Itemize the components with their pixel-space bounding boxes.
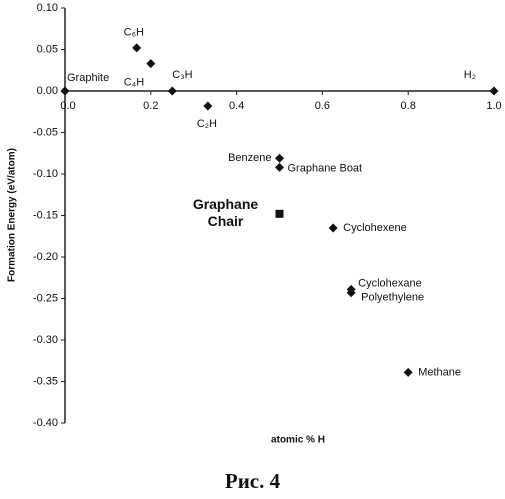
x-tick-label: 0.2 bbox=[143, 100, 158, 112]
x-tick-label: 0.6 bbox=[315, 100, 330, 112]
point-label: C₆H bbox=[124, 27, 144, 39]
point-label: Graphite bbox=[67, 72, 109, 84]
x-tick-label: 0.4 bbox=[229, 100, 244, 112]
point-label: C₂H bbox=[197, 118, 217, 130]
point bbox=[329, 223, 338, 232]
y-tick-label: 0.00 bbox=[37, 85, 58, 97]
point bbox=[276, 210, 284, 218]
y-tick-label: 0.05 bbox=[37, 43, 58, 55]
point bbox=[146, 59, 155, 68]
point-label: Benzene bbox=[228, 152, 271, 164]
point-label: Cyclohexane bbox=[358, 277, 422, 289]
y-tick-label: -0.25 bbox=[33, 292, 58, 304]
point-label: H₂ bbox=[464, 69, 476, 81]
point-label: Cyclohexene bbox=[343, 222, 407, 234]
y-tick-label: -0.40 bbox=[33, 417, 58, 429]
y-tick-label: -0.35 bbox=[33, 375, 58, 387]
y-tick-label: -0.15 bbox=[33, 209, 58, 221]
page: atomic % H Formation Energy (eV/atom) 0.… bbox=[0, 0, 505, 499]
figure-caption: Рис. 4 bbox=[0, 469, 505, 494]
y-tick-label: 0.10 bbox=[37, 2, 58, 14]
y-tick-label: -0.10 bbox=[33, 168, 58, 180]
point-label: Methane bbox=[418, 366, 461, 378]
point-label: Graphane Boat bbox=[288, 162, 363, 174]
y-tick-label: -0.05 bbox=[33, 126, 58, 138]
point bbox=[61, 87, 70, 96]
chart: atomic % H Formation Energy (eV/atom) 0.… bbox=[0, 0, 505, 460]
y-tick-label: -0.20 bbox=[33, 251, 58, 263]
point-label: C₄H bbox=[124, 77, 144, 89]
x-tick-label: 0.8 bbox=[401, 100, 416, 112]
point bbox=[168, 87, 177, 96]
point bbox=[404, 368, 413, 377]
x-axis-title: atomic % H bbox=[271, 435, 325, 446]
y-axis-title: Formation Energy (eV/atom) bbox=[7, 148, 18, 282]
point-label: Polyethylene bbox=[361, 292, 424, 304]
point-label: C₃H bbox=[172, 69, 192, 81]
point-label: Graphane Chair bbox=[186, 196, 266, 230]
point bbox=[132, 43, 141, 52]
point bbox=[203, 101, 212, 110]
point bbox=[275, 163, 284, 172]
y-tick-label: -0.30 bbox=[33, 334, 58, 346]
point bbox=[490, 87, 499, 96]
x-tick-label: 0.0 bbox=[60, 100, 75, 112]
x-tick-label: 1.0 bbox=[486, 100, 501, 112]
point bbox=[275, 154, 284, 163]
